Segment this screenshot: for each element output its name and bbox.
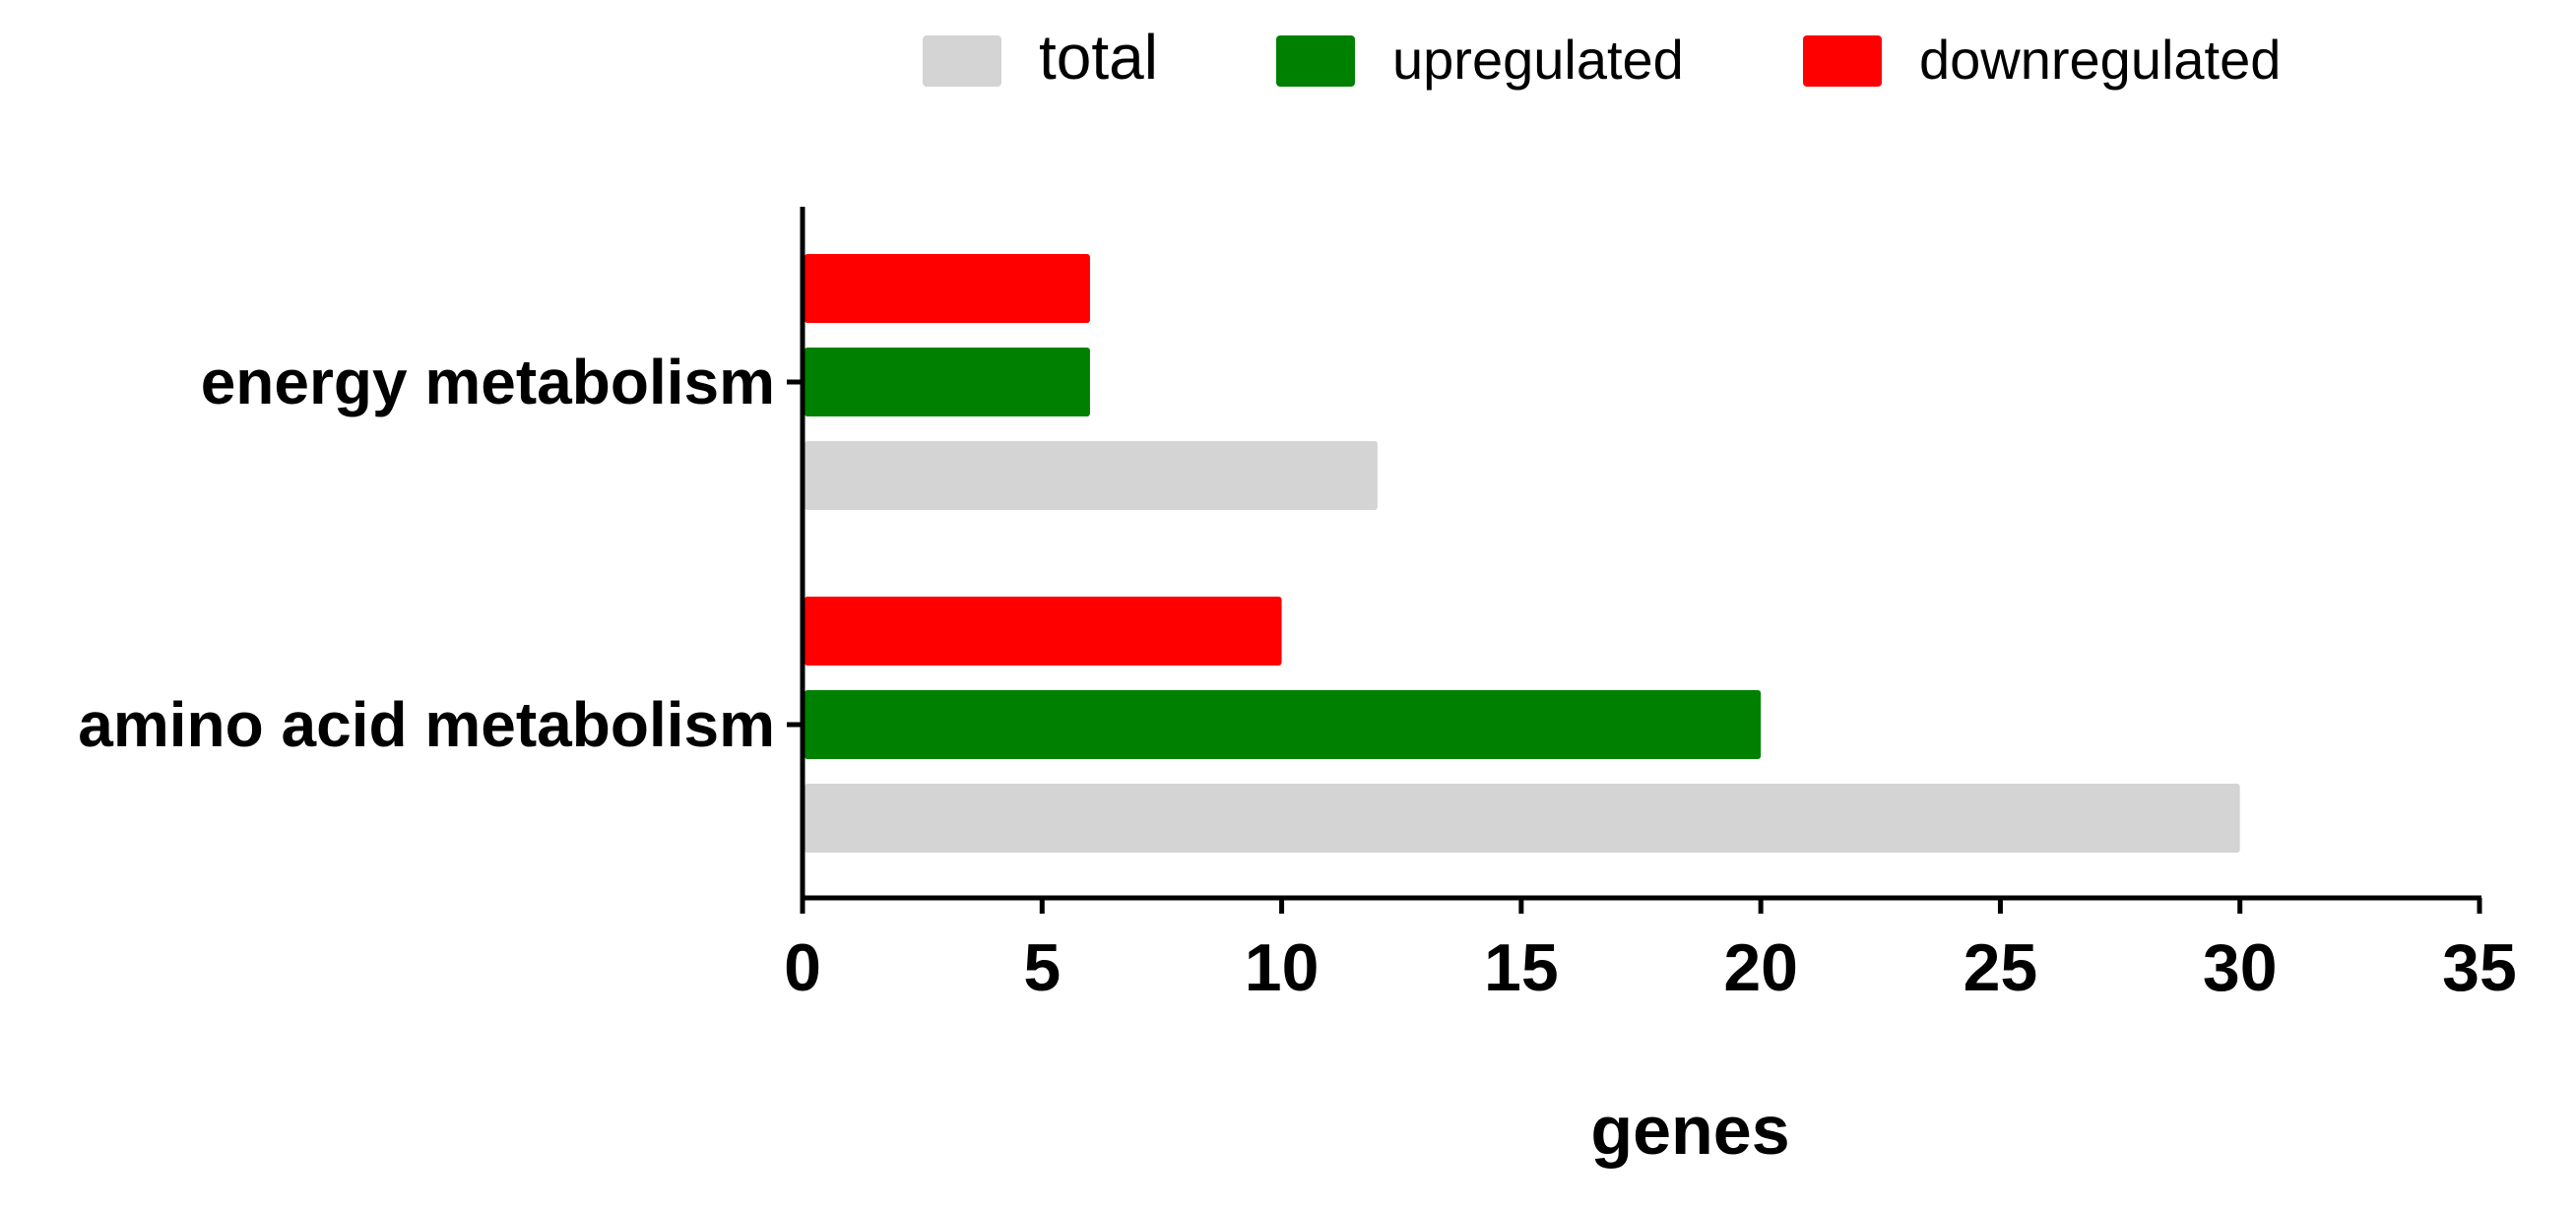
- x-tick-label: 30: [2203, 930, 2278, 1005]
- legend-label-downregulated: downregulated: [1919, 29, 2281, 91]
- y-category-label: amino acid metabolism: [78, 689, 775, 760]
- legend-swatch-upregulated: [1276, 35, 1355, 87]
- x-tick-label: 15: [1484, 930, 1559, 1005]
- legend-label-upregulated: upregulated: [1392, 29, 1684, 91]
- legend: total upregulated downregulated: [923, 22, 2281, 93]
- bar-upregulated: [805, 690, 1762, 759]
- axes: [800, 207, 2481, 901]
- x-tick-label: 5: [1023, 930, 1061, 1005]
- x-axis-title: genes: [1590, 1092, 1789, 1169]
- legend-label-total: total: [1039, 22, 1158, 93]
- x-tick-label: 10: [1245, 930, 1320, 1005]
- x-tick-label: 0: [784, 930, 821, 1005]
- bar-downregulated: [805, 597, 1282, 666]
- y-category-labels: energy metabolism amino acid metabolism: [78, 347, 803, 760]
- x-tick-label: 35: [2442, 930, 2517, 1005]
- bar-total: [805, 784, 2240, 853]
- bar-upregulated: [805, 348, 1090, 416]
- x-tick-label: 20: [1723, 930, 1798, 1005]
- x-ticks: 0 5 10 15 20 25 30 35: [784, 898, 2517, 1005]
- bar-total: [805, 441, 1378, 510]
- y-category-label: energy metabolism: [201, 347, 775, 417]
- bar-downregulated: [805, 254, 1090, 323]
- bars: [805, 254, 2240, 853]
- x-tick-label: 25: [1964, 930, 2038, 1005]
- legend-swatch-total: [923, 35, 1001, 87]
- legend-swatch-downregulated: [1803, 35, 1882, 87]
